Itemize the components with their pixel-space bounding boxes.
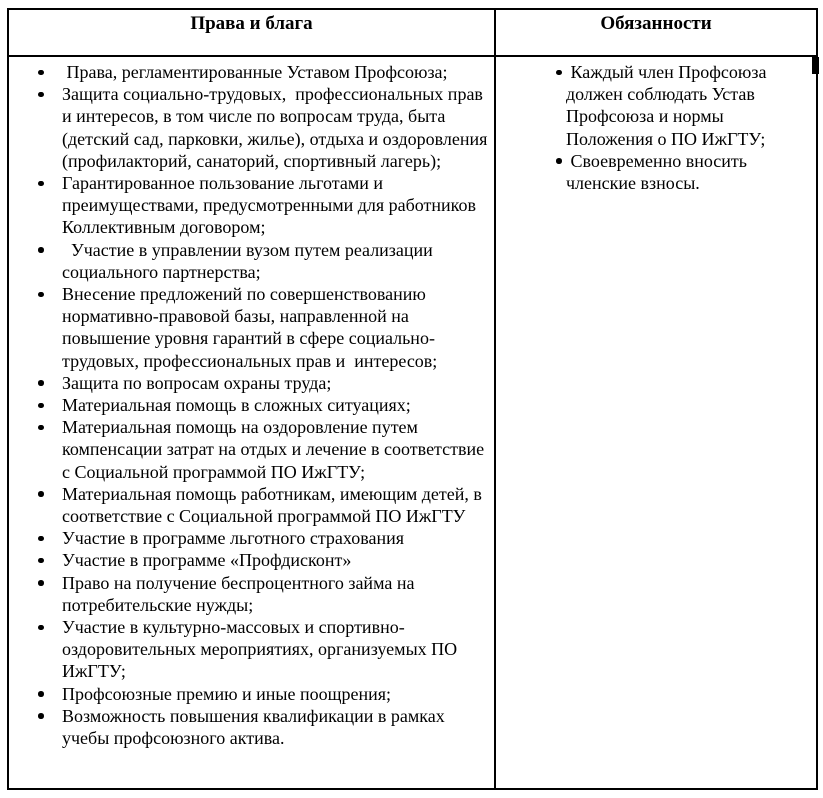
- rights-duties-table: Права и блага Обязанности Права, регламе…: [7, 8, 818, 790]
- list-item: Материальная помощь работникам, имеющим …: [9, 483, 494, 527]
- column-header-rights: Права и блага: [9, 10, 496, 55]
- duties-bullet-list: Каждый член Профсоюза должен соблюдать У…: [496, 61, 816, 194]
- list-item: Право на получение беспроцентного займа …: [9, 572, 494, 616]
- duties-cell: Каждый член Профсоюза должен соблюдать У…: [496, 57, 816, 788]
- list-item: Внесение предложений по совершенствовани…: [9, 283, 494, 372]
- rights-cell: Права, регламентированные Уставом Профсо…: [9, 57, 496, 788]
- list-item: Участие в программе «Профдисконт»: [9, 549, 494, 571]
- column-header-duties: Обязанности: [600, 13, 712, 34]
- list-item: Материальная помощь в сложных ситуациях;: [9, 394, 494, 416]
- table-body-row: Права, регламентированные Уставом Профсо…: [9, 57, 816, 788]
- list-item: Участие в программе льготного страховани…: [9, 527, 494, 549]
- list-item: Участие в культурно-массовых и спортивно…: [9, 616, 494, 683]
- right-edge-artifact-mark: [812, 57, 819, 74]
- list-item: Профсоюзные премию и иные поощрения;: [9, 683, 494, 705]
- list-item: Защита по вопросам охраны труда;: [9, 372, 494, 394]
- list-item: Защита социально-трудовых, профессиональ…: [9, 83, 494, 172]
- list-item: Участие в управлении вузом путем реализа…: [9, 239, 494, 283]
- list-item: Каждый член Профсоюза должен соблюдать У…: [496, 61, 816, 150]
- list-item: Возможность повышения квалификации в рам…: [9, 705, 494, 749]
- list-item: Своевременно вносить членские взносы.: [496, 150, 816, 194]
- rights-bullet-list: Права, регламентированные Уставом Профсо…: [9, 61, 494, 749]
- list-item: Гарантированное пользование льготами и п…: [9, 172, 494, 239]
- list-item: Права, регламентированные Уставом Профсо…: [9, 61, 494, 83]
- list-item: Материальная помощь на оздоровление путе…: [9, 416, 494, 483]
- table-header-row: Права и блага Обязанности: [9, 10, 816, 57]
